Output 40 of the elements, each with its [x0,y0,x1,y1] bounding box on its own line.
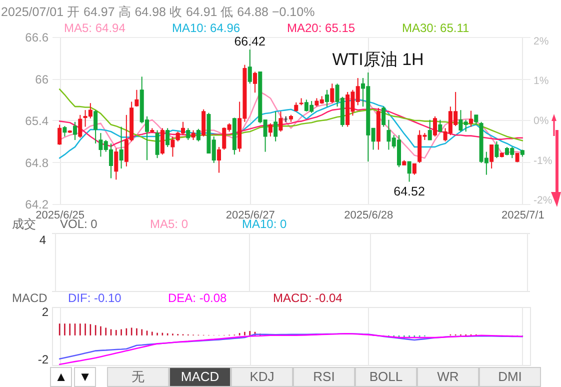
text: MA30: 65.11 [402,21,470,35]
x-tick-label: 2025/7/1 [502,210,544,222]
annotation: 64.52 [394,184,425,199]
y-tick-label: -2 [38,352,49,367]
text: 无 [107,367,169,387]
text: 4 [39,233,46,247]
text: MA5: 64.94 [64,21,126,35]
y2-tick-label: 2% [534,35,549,48]
text: MA10: 0 [242,217,287,231]
text: DEA: -0.08 [168,291,228,305]
text: DMI [479,367,541,387]
y2-tick-label: -2% [534,194,552,207]
y-tick-label: 66 [35,72,49,86]
text: VOL: 0 [60,217,98,231]
text: WR [417,367,479,387]
y-tick-label: 64.2 [25,198,49,212]
y-tick-label: 64.8 [25,156,49,170]
text: WTI原油 1H [332,50,424,69]
text: KDJ [231,367,293,387]
text: MACD: -0.04 [273,291,343,305]
text: RSI [293,367,355,387]
annotation: 66.42 [234,34,266,49]
text: MA20: 65.15 [287,21,356,35]
chart-subtitle: 2025/07/01 开 64.97 高 64.98 收 64.91 低 64.88 −0.10% [1,4,315,19]
text: ▼ [74,367,96,387]
legend-title: MACD [12,291,48,305]
y-tick-label: 66.6 [25,30,49,44]
text: MA5: 0 [150,217,188,231]
y-tick-label: 65.4 [25,114,49,128]
text: MACD [169,367,231,387]
y2-tick-label: 0% [534,115,549,127]
y-tick-label: 2 [42,305,49,320]
y2-tick-label: -1% [534,154,552,167]
x-tick-label: 2025/6/28 [344,210,394,222]
text: BOLL [355,367,417,387]
y2-tick-label: 1% [534,75,549,88]
text: 成交 [12,217,36,231]
text: MA10: 64.96 [172,21,240,35]
text: DIF: -0.10 [68,291,122,305]
text: ▲ [50,367,72,387]
